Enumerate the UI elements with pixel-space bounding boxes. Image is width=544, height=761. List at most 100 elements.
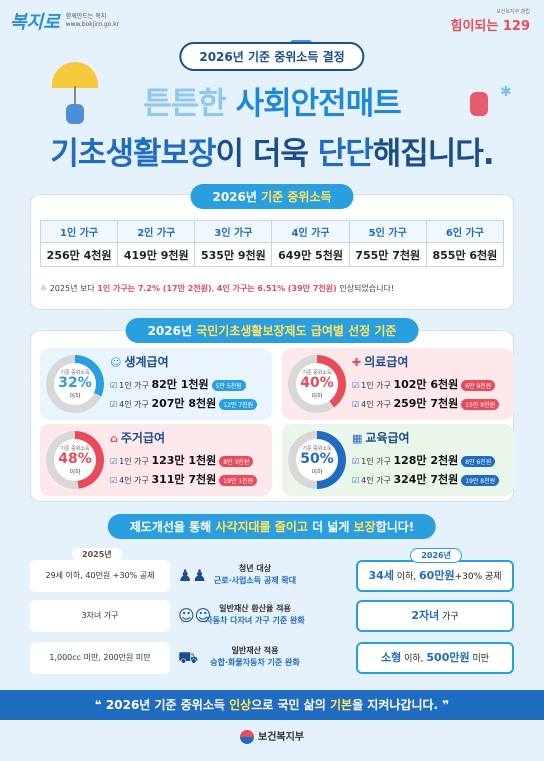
increase-badge: 19만 1천원 — [219, 475, 258, 486]
improve-desc: 일반재산 환산율 적용 자동차 다자녀 가구 기준 완화 — [170, 598, 340, 634]
increase-badge: 12만 7천원 — [219, 399, 258, 410]
row-1-value: 123만 1천원 — [151, 454, 217, 467]
house-icon: ⌂ — [110, 432, 118, 445]
benefit-row-2: ☑ 4인 가구 324만 7천원 19만 8천원 — [352, 471, 500, 487]
note-c: , — [211, 284, 217, 293]
benefit-name: 교육급여 — [365, 431, 410, 445]
income-header-3: 3인 가구 — [194, 220, 273, 243]
increase-badge: 8만 3천원 — [219, 456, 254, 467]
improve-section: 2025년 2026년 29세 이하, 40만원 +30% 공제 ♟♟ 청년 대… — [30, 530, 514, 680]
headline-line2-d: 해집니다. — [372, 136, 495, 172]
income-header-4: 4인 가구 — [271, 220, 350, 243]
benefit-title-a: 2026년 — [147, 324, 197, 338]
check-icon: ☑ — [110, 400, 118, 409]
new-a: 2자녀 — [411, 609, 440, 622]
improve-old: 1,000cc 미만, 200만원 미만 — [30, 642, 170, 674]
increase-badge: 19만 8천원 — [461, 475, 500, 486]
improve-new: 2자녀 가구 — [356, 600, 514, 632]
lightbulb-icon: ☼ — [40, 284, 50, 293]
benefit-title: ☺ 생계급여 — [110, 353, 169, 370]
footer-slogan: ❝ 2026년 기준 중위소득 인상으로 국민 삶의 기본을 지켜나갑니다. ❞ — [0, 690, 544, 720]
row-2-label: 4인 가구 — [119, 400, 152, 409]
income-header-6: 6인 가구 — [425, 220, 505, 243]
increase-badge: 6만 9천원 — [461, 380, 496, 391]
row-2-label: 4인 가구 — [361, 476, 394, 485]
improve-desc-b: 자동차 다자녀 가구 기준 완화 — [205, 616, 305, 625]
income-value-2: 419만 9천원 — [117, 242, 196, 267]
improve-desc: 청년 대상 근로·사업소득 공제 확대 — [170, 558, 340, 594]
family-icon: ☺☺ — [178, 606, 212, 625]
benefit-row-1: ☑ 1인 가구 102만 6천원 6만 9천원 — [352, 376, 496, 392]
benefit-title-b: 국민기초생활보장제도 급여별 선정 기준 — [196, 324, 397, 338]
income-header-2: 2인 가구 — [117, 220, 196, 243]
donut-percent: 32% — [58, 375, 92, 391]
row-1-label: 1인 가구 — [361, 457, 394, 466]
new-a: 소형 — [380, 651, 402, 664]
income-value-1: 256만 4천원 — [39, 242, 119, 267]
note-e: 인상되었습니다! — [336, 284, 395, 293]
new-b: 가구 — [439, 612, 459, 622]
income-value-6: 855만 6천원 — [425, 242, 505, 267]
car-icon: ⛟ — [178, 648, 199, 667]
improve-desc-b: 근로·사업소득 공제 확대 — [213, 576, 297, 585]
donut-label: 기준 중위소득 — [302, 446, 332, 452]
donut-sub: 이하 — [69, 393, 81, 400]
new-a: 34세 — [368, 569, 394, 582]
increase-badge: 8만 6천원 — [461, 456, 496, 467]
donut-sub: 이하 — [69, 469, 81, 476]
new-b: 이하, — [401, 654, 427, 664]
improve-title-d: 보장 — [353, 520, 376, 534]
sparkle-icon: ✱ — [500, 84, 512, 100]
improve-title-b: 사각지대를 줄이고 — [215, 520, 308, 534]
income-header-1: 1인 가구 — [39, 220, 119, 243]
benefit-row-2: ☑ 4인 가구 311만 7천원 19만 1천원 — [110, 471, 258, 487]
benefit-row-1: ☑ 1인 가구 123만 1천원 8만 3천원 — [110, 452, 254, 468]
umbrella-stick — [74, 86, 76, 112]
new-d: 미만 — [469, 654, 490, 664]
income-table: 1인 가구 2인 가구 3인 가구 4인 가구 5인 가구 6인 가구 256만 4천원 4… — [39, 220, 505, 267]
donut-label: 기준 중위소득 — [60, 446, 90, 452]
benefit-title: ⌂ 주거급여 — [110, 429, 165, 446]
footer-e: 을 지켜나갑니다. — [352, 698, 439, 712]
income-value-5: 755만 7천원 — [348, 242, 427, 267]
improve-desc-a: 청년 대상 — [238, 564, 272, 573]
headline-line2: 기초생활보장이 더욱 단단해집니다. — [0, 128, 544, 173]
row-1-value: 128만 2천원 — [393, 454, 459, 467]
benefit-name: 생계급여 — [124, 355, 169, 369]
ministry-logo: 보건복지부 — [0, 728, 544, 744]
benefit-donut: 기준 중위소득 50% 이하 — [288, 431, 346, 489]
new-d: +30% 공제 — [454, 572, 502, 582]
headline-line2-a: 기초생활보장 — [50, 136, 216, 172]
benefit-donut: 기준 중위소득 40% 이하 — [288, 355, 346, 413]
benefit-name: 주거급여 — [120, 431, 166, 445]
footer-b: 인상 — [229, 698, 252, 712]
logo-main: 복지로 — [10, 12, 60, 33]
headline-line2-c: 단단 — [317, 136, 374, 172]
headline-line1: 튼튼한 사회안전매트 — [0, 78, 544, 123]
improve-new: 소형 이하, 500만원 미만 — [356, 642, 514, 674]
headline-banner: 2026년 기준 중위소득 결정 — [179, 42, 365, 71]
quote-close-icon: ❞ — [438, 698, 450, 712]
row-2-value: 207만 8천원 — [151, 397, 217, 410]
check-icon: ☑ — [352, 476, 360, 485]
improve-title-e: 합니다! — [375, 520, 415, 534]
note-d: 4인 가구는 6.51% (39만 7천원) — [216, 284, 337, 293]
new-c: 60만원 — [419, 569, 455, 582]
benefit-card: 기준 중위소득 40% 이하 ✚ 의료급여 ☑ 1인 가구 102만 6천원 6만 9… — [282, 348, 514, 420]
logo-tagline: 함께만드는 복지 — [65, 13, 107, 21]
row-1-value: 102만 6천원 — [393, 378, 459, 391]
benefit-donut: 기준 중위소득 32% 이하 — [46, 355, 104, 413]
benefit-card: 기준 중위소득 32% 이하 ☺ 생계급여 ☑ 1인 가구 82만 1천원 5만 5천… — [40, 348, 272, 420]
donut-sub: 이하 — [311, 469, 323, 476]
improve-row: 29세 이하, 40만원 +30% 공제 ♟♟ 청년 대상 근로·사업소득 공제… — [30, 558, 514, 596]
note-a: 2025년 보다 — [49, 284, 98, 293]
improve-row: 1,000cc 미만, 200만원 미만 ⛟ 일반재산 적용 승합·화물자동차 … — [30, 640, 514, 678]
ministry-129-logo: 보건복지부 창립 힘이되는 129 — [450, 8, 530, 34]
youth-icon: ♟♟ — [178, 566, 207, 585]
improve-desc: 일반재산 적용 승합·화물자동차 기준 완화 — [170, 640, 340, 676]
increase-badge: 15만 9천원 — [461, 399, 500, 410]
benefit-donut: 기준 중위소득 48% 이하 — [46, 431, 104, 489]
row-2-label: 4인 가구 — [361, 400, 394, 409]
footer-a: 2026년 기준 중위소득 — [105, 698, 230, 712]
child-illustration-left — [66, 104, 84, 124]
